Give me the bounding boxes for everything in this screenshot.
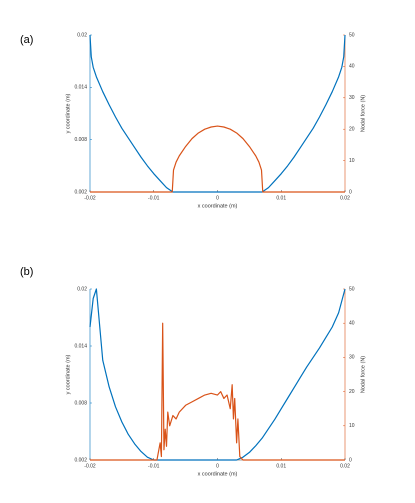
x-tick-label: -0.01 — [148, 463, 160, 469]
x-tick-label: 0.02 — [340, 463, 350, 469]
y-tick-label: 0.008 — [74, 137, 87, 143]
x-tick-label: 0.01 — [276, 463, 286, 469]
panel-label: (b) — [20, 266, 33, 278]
y2-tick-label: 20 — [349, 127, 355, 133]
x-tick-label: -0.02 — [84, 463, 96, 469]
y-tick-label: 0.008 — [74, 400, 87, 406]
y2-tick-label: 50 — [349, 32, 355, 38]
y2-axis-label: Nodal force (N) — [360, 356, 366, 393]
y-tick-label: 0.002 — [74, 457, 87, 463]
y2-tick-label: 20 — [349, 389, 355, 395]
x-axis-label: x coordinate (m) — [198, 203, 238, 209]
x-tick-label: 0 — [216, 463, 219, 469]
y-tick-label: 0.02 — [77, 32, 87, 38]
y2-tick-label: 0 — [349, 189, 352, 195]
series-line — [89, 288, 346, 461]
x-tick-label: 0 — [216, 195, 219, 201]
y-axis-label: y coordinate (m) — [65, 354, 71, 394]
y2-tick-label: 10 — [349, 158, 355, 164]
y2-tick-label: 40 — [349, 64, 355, 70]
y2-tick-label: 0 — [349, 457, 352, 463]
y2-tick-label: 30 — [349, 355, 355, 361]
y2-axis-label: Nodal force (N) — [360, 95, 366, 132]
y2-tick-label: 40 — [349, 321, 355, 327]
y-axis-label: y coordinate (m) — [65, 93, 71, 133]
series-line — [89, 34, 346, 193]
y2-tick-label: 30 — [349, 95, 355, 101]
y-tick-label: 0.014 — [74, 343, 87, 349]
x-tick-label: -0.02 — [84, 195, 96, 201]
x-tick-label: 0.02 — [340, 195, 350, 201]
series-line — [90, 125, 345, 193]
x-tick-label: 0.01 — [276, 195, 286, 201]
y2-tick-label: 50 — [349, 286, 355, 292]
y-tick-label: 0.002 — [74, 189, 87, 195]
y2-tick-label: 10 — [349, 423, 355, 429]
y-tick-label: 0.014 — [74, 85, 87, 91]
y-tick-label: 0.02 — [77, 286, 87, 292]
x-tick-label: -0.01 — [148, 195, 160, 201]
x-axis-label: x coordinate (m) — [198, 471, 238, 477]
series-line — [90, 322, 345, 461]
panel-label: (a) — [20, 34, 33, 46]
